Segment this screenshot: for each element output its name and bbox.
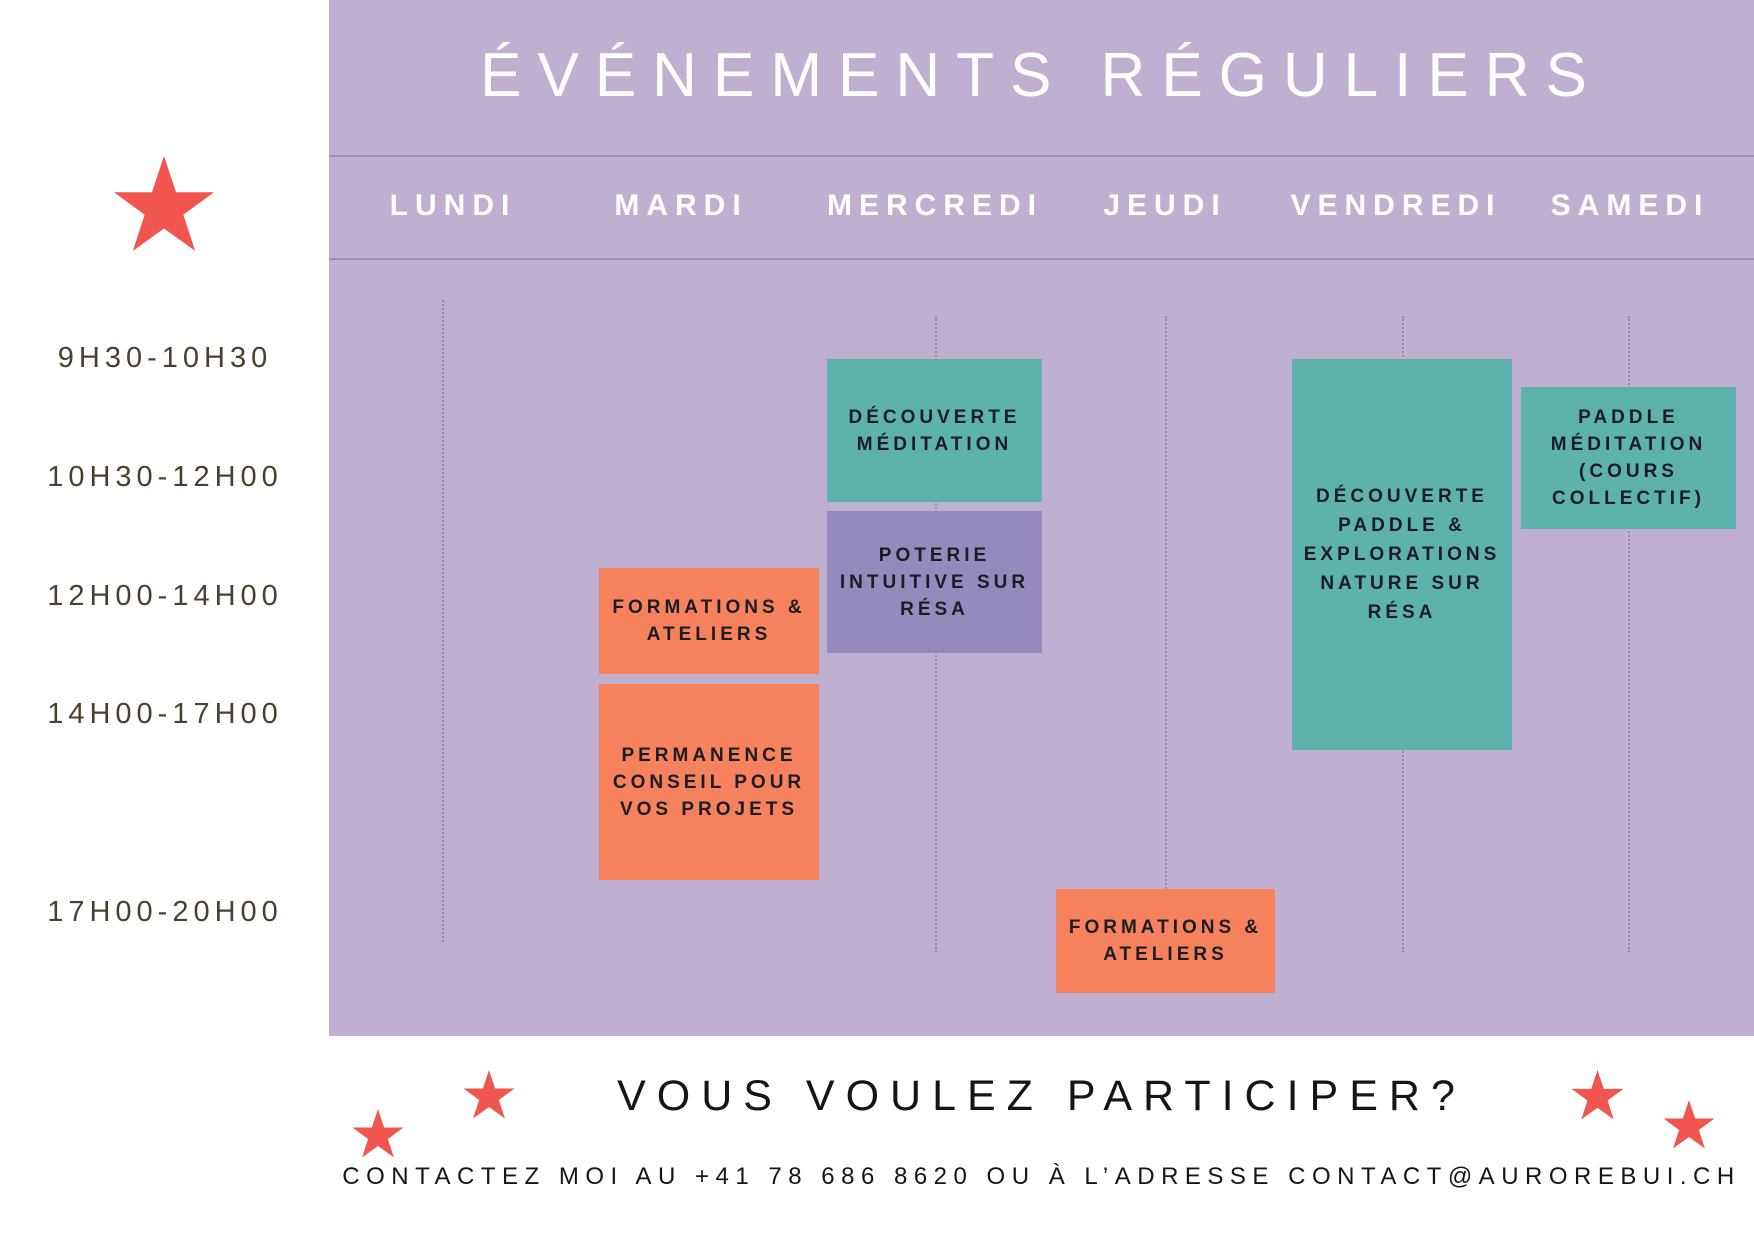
- event-block: DÉCOUVERTE PADDLE & EXPLORATIONS NATURE …: [1292, 359, 1512, 750]
- event-label: FORMATIONS & ATELIERS: [1068, 917, 1263, 965]
- star-icon: [463, 1070, 515, 1120]
- contact-line: CONTACTEZ MOI AU +41 78 686 8620 OU À L’…: [342, 1163, 1741, 1190]
- day-header-vendredi: VENDREDI: [1290, 189, 1502, 222]
- event-label: POTERIE INTUITIVE SUR RÉSA: [839, 544, 1030, 620]
- time-slot-2: 10H30-12H00: [47, 461, 283, 493]
- day-header-lundi: LUNDI: [389, 189, 517, 222]
- column-guide-jeudi: [1165, 316, 1167, 952]
- event-block: PADDLE MÉDITATION (COURS COLLECTIF): [1521, 387, 1736, 529]
- event-block: POTERIE INTUITIVE SUR RÉSA: [827, 511, 1042, 653]
- time-slot-4: 14H00-17H00: [47, 698, 283, 730]
- day-header-samedi: SAMEDI: [1550, 189, 1710, 222]
- time-slot-5: 17H00-20H00: [47, 896, 283, 928]
- event-label: PADDLE MÉDITATION (COURS COLLECTIF): [1550, 407, 1707, 509]
- day-header-jeudi: JEUDI: [1103, 189, 1227, 222]
- page-title: ÉVÉNEMENTS RÉGULIERS: [480, 41, 1603, 110]
- event-label: DÉCOUVERTE PADDLE & EXPLORATIONS NATURE …: [1303, 486, 1501, 623]
- event-label: FORMATIONS & ATELIERS: [612, 597, 806, 645]
- event-label: PERMANENCE CONSEIL POUR VOS PROJETS: [612, 744, 806, 820]
- header-divider-top: [329, 155, 1754, 157]
- event-block: FORMATIONS & ATELIERS: [1056, 889, 1275, 993]
- time-slot-3: 12H00-14H00: [47, 580, 283, 612]
- star-icon: [352, 1109, 404, 1159]
- day-header-mardi: MARDI: [614, 189, 748, 222]
- event-block: FORMATIONS & ATELIERS: [599, 568, 819, 674]
- header-divider-bottom: [329, 258, 1754, 260]
- column-guide-lundi: [442, 300, 444, 942]
- event-block: DÉCOUVERTE MÉDITATION: [827, 359, 1042, 502]
- call-to-action-heading: VOUS VOULEZ PARTICIPER?: [617, 1072, 1466, 1120]
- event-block: PERMANENCE CONSEIL POUR VOS PROJETS: [599, 684, 819, 880]
- day-header-mercredi: MERCREDI: [826, 189, 1043, 222]
- column-guide-samedi: [1628, 316, 1630, 952]
- time-slot-1: 9H30-10H30: [57, 342, 273, 374]
- event-label: DÉCOUVERTE MÉDITATION: [848, 406, 1021, 455]
- star-icon: [1571, 1070, 1624, 1121]
- star-icon: [1663, 1100, 1715, 1150]
- star-icon: [113, 156, 215, 254]
